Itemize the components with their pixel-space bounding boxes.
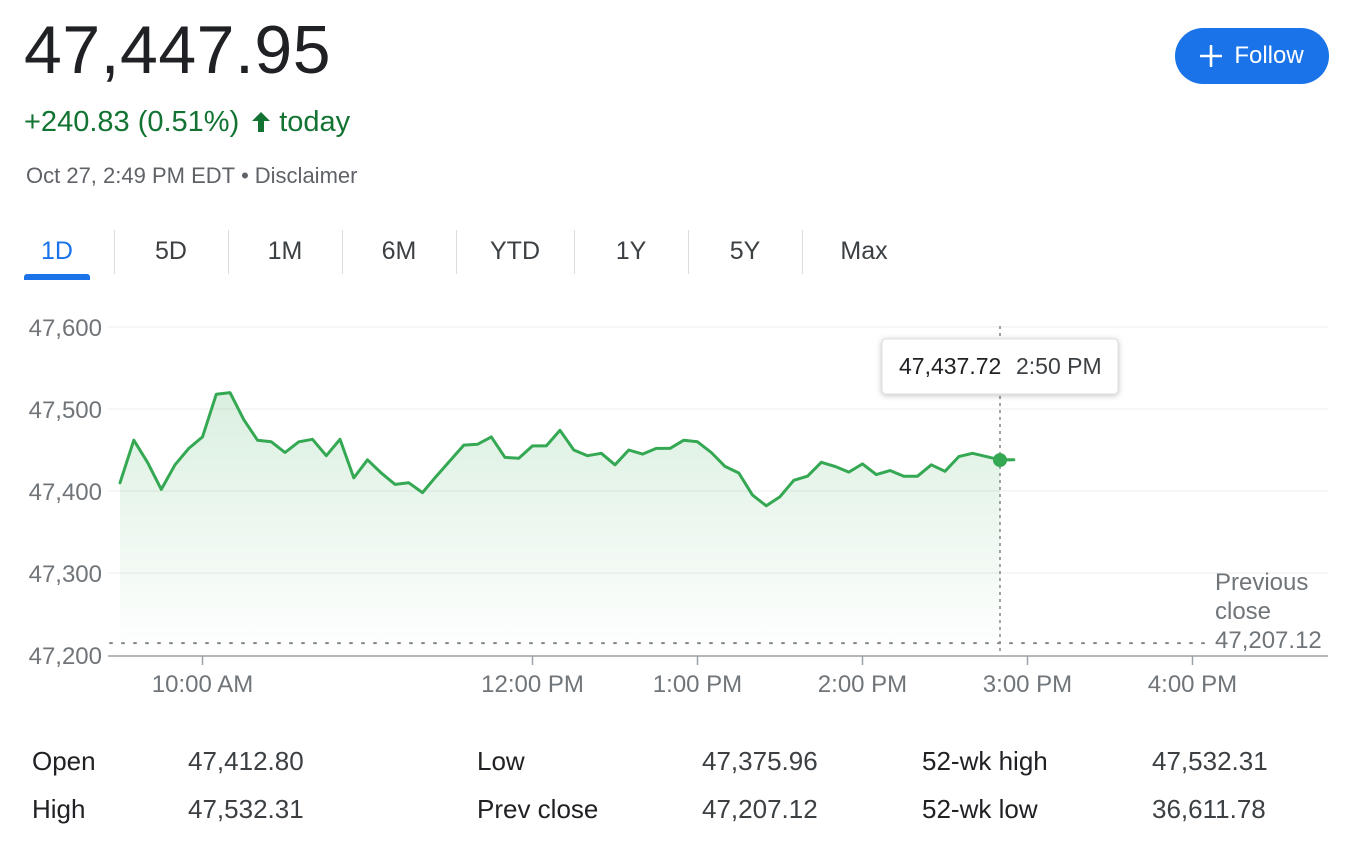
- tab-5d[interactable]: 5D: [155, 236, 187, 265]
- y-tick-label: 47,300: [29, 561, 102, 588]
- tab-divider: [688, 230, 689, 274]
- price-change: +240.83 (0.51%): [24, 106, 240, 138]
- stat-label-52wk-high: 52-wk high: [922, 746, 1048, 776]
- stat-label-open: Open: [32, 746, 96, 776]
- tab-1y[interactable]: 1Y: [615, 236, 647, 265]
- key-stats: Open 47,412.80 High 47,532.31 Low 47,375…: [0, 735, 1364, 835]
- x-tick-label: 12:00 PM: [481, 671, 584, 698]
- disclaimer-link[interactable]: Disclaimer: [254, 163, 358, 188]
- price-change-row: +240.83 (0.51%) today: [24, 102, 350, 142]
- y-tick-label: 47,600: [29, 315, 102, 342]
- follow-button[interactable]: Follow: [1175, 28, 1329, 84]
- tab-divider: [228, 230, 229, 274]
- x-tick-label: 4:00 PM: [1148, 671, 1237, 698]
- tab-ytd[interactable]: YTD: [490, 236, 540, 265]
- stat-label-prev-close: Prev close: [477, 794, 599, 824]
- x-tick-label: 1:00 PM: [653, 671, 742, 698]
- tooltip-box: [881, 338, 1119, 395]
- follow-button-label: Follow: [1234, 42, 1304, 69]
- tab-divider: [802, 230, 803, 274]
- tab-divider: [574, 230, 575, 274]
- hover-point: [993, 453, 1007, 468]
- tab-divider: [456, 230, 457, 274]
- stat-label-52wk-low: 52-wk low: [922, 794, 1038, 824]
- stat-value-low: 47,375.96: [702, 746, 818, 776]
- tooltip-value: 47,437.72: [899, 353, 1001, 379]
- tab-1m[interactable]: 1M: [267, 236, 303, 265]
- tab-1d[interactable]: 1D: [41, 236, 73, 265]
- previous-close-label: Previous close: [1215, 569, 1308, 625]
- tab-max[interactable]: Max: [840, 236, 888, 265]
- time-range-tabs: 1D 5D 1M 6M YTD 1Y 5Y Max: [24, 224, 924, 282]
- y-tick-label: 47,400: [29, 479, 102, 506]
- quote-meta: Oct 27, 2:49 PM EDT • Disclaimer: [26, 162, 357, 190]
- current-price: 47,447.95: [24, 12, 332, 88]
- tab-divider: [342, 230, 343, 274]
- plus-icon: [1200, 45, 1223, 67]
- stat-label-high: High: [32, 794, 86, 824]
- stat-value-high: 47,532.31: [188, 794, 304, 824]
- change-period: today: [279, 106, 351, 138]
- stat-value-52wk-high: 47,532.31: [1152, 746, 1268, 776]
- stat-value-open: 47,412.80: [188, 746, 304, 776]
- tooltip-time: 2:50 PM: [1016, 353, 1102, 379]
- active-tab-indicator: [24, 274, 90, 280]
- meta-separator: •: [241, 163, 249, 188]
- y-tick-label: 47,200: [29, 643, 102, 670]
- tab-6m[interactable]: 6M: [381, 236, 417, 265]
- x-tick-label: 10:00 AM: [152, 671, 253, 698]
- stat-value-prev-close: 47,207.12: [702, 794, 818, 824]
- price-area: [120, 392, 1014, 655]
- x-tick-label: 3:00 PM: [983, 671, 1072, 698]
- arrow-up-icon: [247, 110, 275, 134]
- stat-label-low: Low: [477, 746, 525, 776]
- y-tick-label: 47,500: [29, 397, 102, 424]
- stat-value-52wk-low: 36,611.78: [1152, 794, 1266, 824]
- tab-5y[interactable]: 5Y: [729, 236, 761, 265]
- price-line: [118, 391, 1016, 508]
- x-tick-label: 2:00 PM: [818, 671, 907, 698]
- quote-timestamp: Oct 27, 2:49 PM EDT: [26, 163, 236, 188]
- price-chart[interactable]: 47,600 47,500 47,400 47,300 47,200 10:00 AM 12…: [0, 300, 1364, 710]
- previous-close-value: 47,207.12: [1215, 627, 1322, 654]
- tab-divider: [114, 230, 115, 274]
